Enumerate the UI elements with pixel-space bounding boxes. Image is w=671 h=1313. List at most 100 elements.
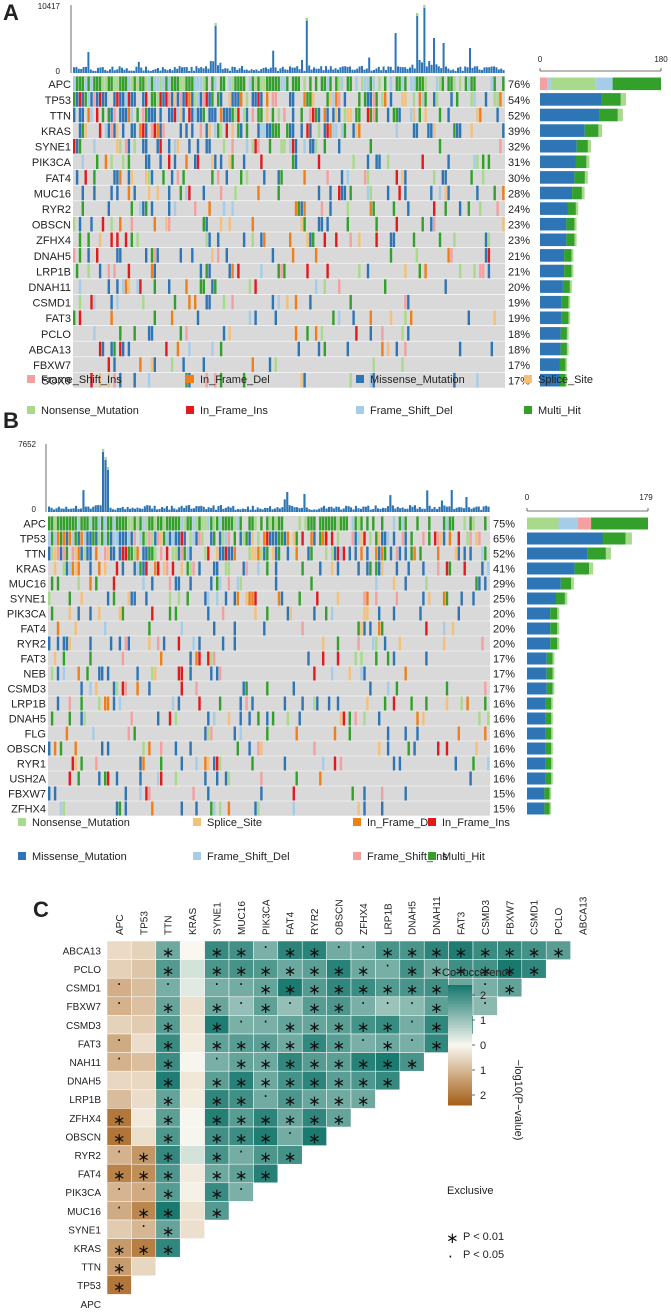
mutation-cell	[168, 201, 171, 216]
colorbar-step	[448, 1053, 472, 1056]
tmb-bar	[156, 509, 159, 512]
significance-star: ∗	[162, 1129, 175, 1147]
tmb-bar	[442, 43, 445, 73]
mutation-cell	[372, 76, 375, 92]
mutation-cell	[227, 576, 231, 591]
mutation-cell	[78, 232, 82, 248]
mutation-cell	[484, 516, 487, 531]
mutation-cell	[121, 561, 125, 576]
mutation-cell	[127, 263, 131, 279]
tmb-bar	[143, 506, 146, 512]
percent-label: 16%	[493, 729, 515, 741]
tmb-bar	[342, 508, 345, 512]
mutation-cell	[173, 92, 177, 107]
mutation-cell	[98, 92, 102, 107]
gene-label: APC	[48, 79, 71, 91]
mutation-cell	[438, 232, 442, 248]
tmb-bar	[241, 66, 243, 73]
mutation-cell	[148, 741, 151, 756]
mutation-cell	[104, 123, 108, 138]
mutation-cell	[392, 107, 396, 123]
tmb-bar	[315, 509, 318, 512]
tmb-bar	[219, 62, 222, 73]
colorbar-step	[448, 1069, 472, 1072]
tmb-bar	[119, 508, 122, 512]
mutation-cell	[124, 786, 127, 801]
tmb-bar	[188, 70, 191, 73]
gene-label: KRAS	[16, 564, 46, 576]
mutation-cell	[323, 123, 326, 138]
mutation-cell	[214, 279, 217, 294]
tmb-bar	[298, 508, 301, 512]
mutation-cell	[157, 531, 160, 546]
mutation-cell	[355, 123, 358, 138]
tmb-bar	[276, 507, 279, 512]
gene-count-bar-segment	[568, 295, 571, 309]
mutation-cell	[101, 341, 105, 357]
mutation-cell	[101, 531, 104, 546]
mutation-cell	[392, 696, 396, 711]
mutation-cell	[320, 216, 324, 232]
tmb-bar	[438, 506, 441, 512]
gene-label: MUC16	[34, 188, 71, 200]
mutation-cell	[189, 531, 192, 546]
gene-count-bar-segment	[564, 264, 572, 278]
tmb-bar	[386, 506, 389, 512]
tmb-bar	[467, 507, 470, 512]
mutation-cell	[119, 216, 122, 232]
mutation-cell	[221, 636, 225, 651]
mutation-cell	[363, 621, 366, 636]
mutation-cell	[192, 636, 195, 651]
tmb-bar	[158, 508, 161, 512]
legend-label: Nonsense_Mutation	[41, 405, 139, 417]
mutation-cell	[242, 232, 246, 248]
tmb-bar	[231, 66, 234, 73]
percent-label: 25%	[493, 594, 515, 606]
significance-dot: ·	[385, 957, 390, 975]
panel-a-percent-labels: 76%54%52%39%32%31%30%28%24%23%23%21%21%2…	[508, 79, 530, 387]
mutation-cell	[98, 561, 101, 576]
percent-label: 24%	[508, 204, 530, 216]
mutation-cell	[113, 263, 116, 279]
significance-star: ∗	[211, 1129, 224, 1147]
significance-star: ∗	[381, 943, 394, 961]
colorbar-step	[448, 1015, 472, 1018]
mutation-cell	[338, 76, 341, 92]
mutation-cell	[130, 201, 133, 216]
gene-count-bar-segment	[540, 280, 563, 293]
mutation-cell	[198, 696, 201, 711]
mutation-cell	[349, 294, 352, 310]
mutation-cell	[451, 516, 455, 531]
legend-label: In_Frame_Del	[367, 817, 437, 829]
mutation-cell	[412, 232, 416, 248]
mutation-cell	[404, 726, 407, 741]
mutation-cell	[404, 310, 407, 326]
mutation-cell	[216, 771, 219, 786]
percent-label: 39%	[508, 126, 530, 138]
mutation-cell	[106, 516, 110, 531]
row-label: TP53	[77, 1281, 101, 1292]
mutation-cell	[130, 216, 133, 232]
mutation-cell	[228, 92, 231, 107]
tmb-bar	[99, 67, 102, 73]
mutation-cell	[349, 76, 352, 92]
mutation-cell	[124, 138, 128, 154]
tmb-bar	[404, 508, 407, 512]
mutation-cell	[142, 756, 145, 771]
tmb-bar	[269, 67, 272, 73]
mutation-cell	[145, 107, 148, 123]
mutation-cell	[110, 154, 113, 170]
mutation-cell	[317, 185, 321, 201]
tmb-bar	[274, 67, 277, 73]
mutation-cell	[421, 76, 424, 92]
mutation-cell	[274, 516, 278, 531]
mutation-cell	[398, 546, 402, 561]
significance-star: ∗	[333, 999, 346, 1017]
mutation-cell	[398, 107, 401, 123]
mutation-cell	[77, 606, 80, 621]
mutation-cell	[375, 591, 378, 606]
significance-dot: ·	[117, 1032, 122, 1050]
mutation-cell	[151, 531, 154, 546]
tmb-bar	[464, 66, 467, 73]
mutation-cell	[357, 636, 360, 651]
